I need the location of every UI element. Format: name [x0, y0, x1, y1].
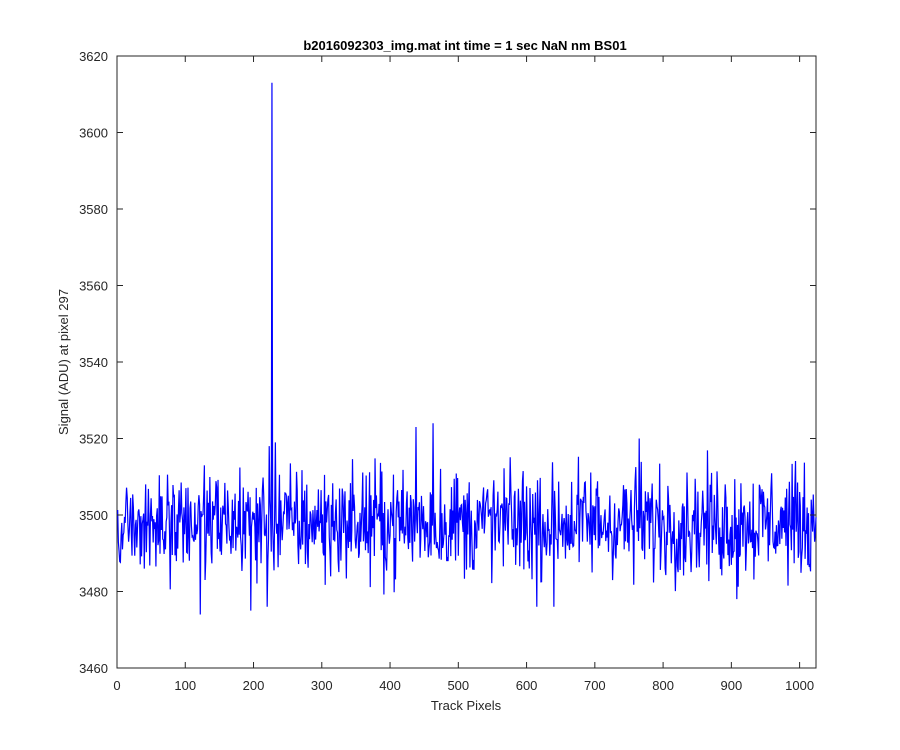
series-group: [117, 82, 817, 615]
x-axis-label: Track Pixels: [431, 698, 502, 713]
chart-title: b2016092303_img.mat int time = 1 sec NaN…: [303, 38, 626, 53]
x-tick-label: 700: [584, 678, 606, 693]
x-tick-label: 100: [174, 678, 196, 693]
x-tick-label: 300: [311, 678, 333, 693]
x-tick-label: 900: [721, 678, 743, 693]
y-tick-label: 3600: [79, 126, 108, 141]
x-tick-label: 400: [379, 678, 401, 693]
x-tick-label: 200: [243, 678, 265, 693]
y-axis-label: Signal (ADU) at pixel 297: [56, 289, 71, 435]
y-tick-label: 3520: [79, 432, 108, 447]
x-tick-label: 800: [652, 678, 674, 693]
y-tick-label: 3620: [79, 49, 108, 64]
x-tick-label: 500: [447, 678, 469, 693]
y-tick-label: 3540: [79, 355, 108, 370]
x-tick-label: 600: [516, 678, 538, 693]
x-tick-label: 1000: [785, 678, 814, 693]
y-tick-label: 3560: [79, 279, 108, 294]
x-tick-label: 0: [113, 678, 120, 693]
signal-series-line: [117, 82, 817, 615]
y-tick-label: 3460: [79, 661, 108, 676]
y-tick-label: 3580: [79, 202, 108, 217]
y-axis: 3460 3480 3500 3520 3540 3560 3580 3600 3620: [79, 49, 816, 676]
y-tick-label: 3480: [79, 585, 108, 600]
y-tick-label: 3500: [79, 508, 108, 523]
plot-frame: [116, 55, 817, 669]
x-axis: 0 100 200 300 400 500 600 700 800 900 1000: [113, 56, 814, 693]
